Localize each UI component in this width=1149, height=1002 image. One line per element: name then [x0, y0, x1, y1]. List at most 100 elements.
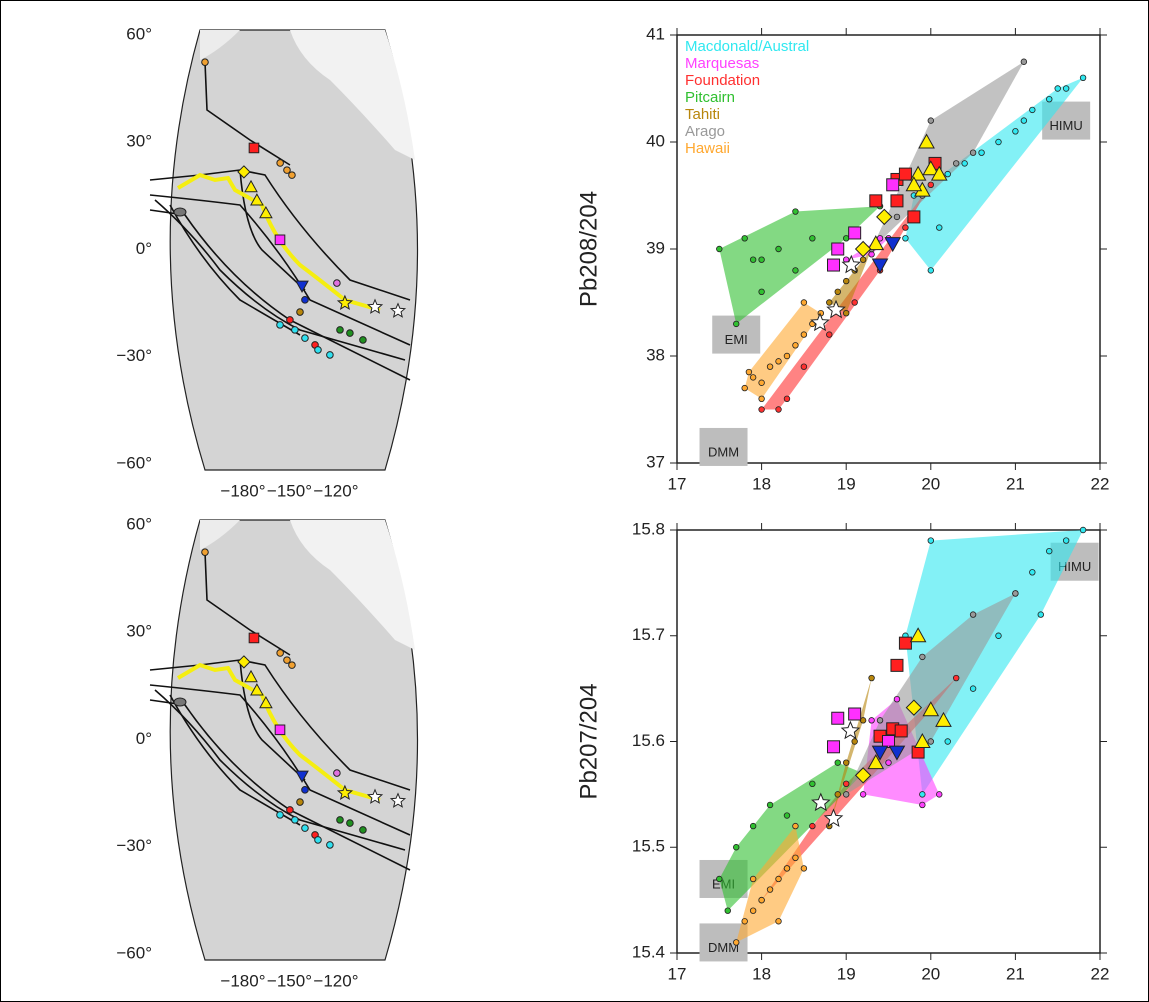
sample-dot [852, 739, 858, 745]
x-tick-label: 22 [1091, 474, 1110, 493]
sample-dot [801, 364, 807, 370]
sample-dot [970, 686, 976, 692]
x-tick-label: 21 [1006, 474, 1025, 493]
legend-entry: Arago [685, 123, 725, 140]
circle-marker [277, 160, 284, 167]
sample-dot [869, 675, 875, 681]
sample-dot [1063, 86, 1069, 92]
square-marker [895, 725, 907, 737]
sample-dot [793, 209, 799, 215]
circle-marker [202, 549, 209, 556]
square-marker [849, 227, 861, 239]
sample-dot [1021, 59, 1027, 65]
y-tick-label: 0° [136, 239, 152, 258]
sample-dot [860, 792, 866, 798]
x-tick-label: 20 [921, 964, 940, 983]
x-tick-label: 17 [668, 474, 687, 493]
sample-dot [886, 760, 892, 766]
sample-dot [1021, 118, 1027, 124]
square-marker [887, 179, 899, 191]
sample-dot [767, 364, 773, 370]
figure: 60°30°0°−30°−60°−180°−150°−120°60°30°0°−… [0, 0, 1149, 1002]
x-tick-label: −180° [220, 971, 265, 990]
x-tick-label: 21 [1006, 964, 1025, 983]
sample-dot [793, 268, 799, 274]
end-member-label: EMI [725, 332, 748, 347]
square-marker [249, 633, 259, 643]
x-tick-label: −120° [313, 481, 358, 500]
sample-dot [793, 823, 799, 829]
square-marker [828, 741, 840, 753]
circle-marker [327, 842, 334, 849]
sample-dot [996, 633, 1002, 639]
sample-dot [793, 343, 799, 349]
x-tick-label: 18 [752, 964, 771, 983]
square-marker [908, 211, 920, 223]
sample-dot [1013, 129, 1019, 135]
sample-dot [1046, 96, 1052, 102]
sample-dot [801, 332, 807, 338]
sample-dot [894, 696, 900, 702]
sample-dot [1046, 548, 1052, 554]
sample-dot [750, 823, 756, 829]
y-tick-label: 39 [646, 238, 665, 257]
y-tick-label: −30° [116, 346, 152, 365]
sample-dot [903, 225, 909, 231]
circle-marker [277, 650, 284, 657]
circle-marker [292, 327, 299, 334]
sample-dot [1030, 570, 1036, 576]
square-marker [828, 259, 840, 271]
sample-dot [717, 876, 723, 882]
sample-dot [759, 257, 765, 263]
sample-dot [784, 813, 790, 819]
sample-dot [1055, 86, 1061, 92]
sample-dot [1063, 538, 1069, 544]
square-marker [832, 243, 844, 255]
y-tick-label: 15.4 [632, 942, 665, 961]
y-tick-label: 60° [126, 514, 152, 533]
x-tick-label: 17 [668, 964, 687, 983]
square-marker [832, 712, 844, 724]
x-tick-label: 18 [752, 474, 771, 493]
square-marker [275, 235, 285, 245]
sample-dot [835, 792, 841, 798]
circle-marker [202, 59, 209, 66]
circle-marker [287, 317, 294, 324]
y-axis-title: Pb208/204 [575, 191, 602, 307]
sample-dot [928, 268, 934, 274]
sample-dot [767, 887, 773, 893]
sample-dot [784, 396, 790, 402]
circle-marker [302, 297, 309, 304]
sample-dot [746, 369, 752, 375]
x-tick-label: −150° [267, 971, 312, 990]
sample-dot [776, 918, 782, 924]
y-tick-label: −30° [116, 836, 152, 855]
sample-dot [776, 359, 782, 365]
sample-dot [928, 118, 934, 124]
end-member-label: HIMU [1050, 118, 1083, 133]
x-tick-label: −150° [267, 481, 312, 500]
sample-dot [843, 792, 849, 798]
square-marker [249, 143, 259, 153]
circle-marker [360, 827, 367, 834]
legend-entry: Hawaii [685, 140, 730, 157]
sample-dot [767, 802, 773, 808]
sample-dot [776, 246, 782, 252]
circle-marker [315, 837, 322, 844]
sample-dot [717, 246, 723, 252]
y-tick-label: 15.8 [632, 519, 665, 538]
sample-dot [903, 236, 909, 242]
y-tick-label: 30° [126, 622, 152, 641]
circle-marker [327, 352, 334, 359]
y-tick-label: 15.7 [632, 625, 665, 644]
sample-dot [742, 385, 748, 391]
sample-dot [860, 257, 866, 263]
circle-marker [292, 817, 299, 824]
sample-dot [801, 300, 807, 306]
square-marker [899, 637, 911, 649]
sample-dot [894, 214, 900, 220]
x-tick-label: 19 [837, 474, 856, 493]
y-tick-label: 0° [136, 729, 152, 748]
circle-marker [337, 817, 344, 824]
sample-dot [759, 380, 765, 386]
